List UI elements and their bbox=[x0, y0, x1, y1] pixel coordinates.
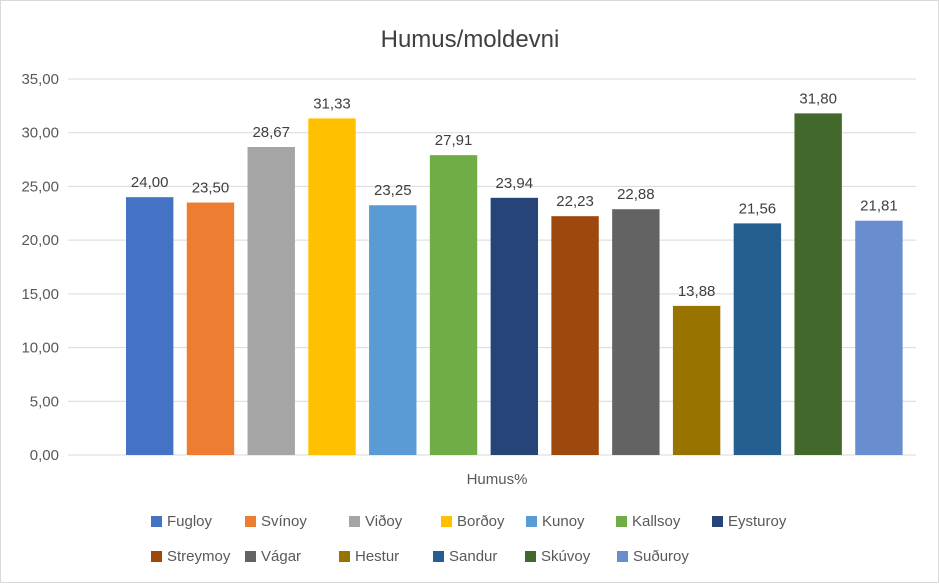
legend-item-vágar[interactable]: Vágar bbox=[245, 548, 301, 565]
legend-item-skúvoy[interactable]: Skúvoy bbox=[525, 548, 591, 565]
data-labels: 24,00 23,50 28,67 31,33 23,25 27,91 23,94 22,23… bbox=[131, 90, 898, 300]
legend-label: Viðoy bbox=[365, 513, 403, 530]
legend-item-sandur[interactable]: Sandur bbox=[433, 548, 497, 565]
data-label: 31,80 bbox=[799, 90, 837, 107]
legend-label: Sandur bbox=[449, 548, 497, 565]
legend-item-streymoy[interactable]: Streymoy bbox=[151, 548, 231, 565]
legend-label: Eysturoy bbox=[728, 513, 787, 530]
bar-sandur[interactable] bbox=[733, 223, 782, 455]
bar-borðoy[interactable] bbox=[308, 118, 356, 456]
data-label: 23,94 bbox=[496, 175, 534, 192]
legend-item-svínoy[interactable]: Svínoy bbox=[245, 513, 307, 530]
legend-label: Suðuroy bbox=[633, 548, 689, 565]
y-tick-label: 35,00 bbox=[21, 71, 59, 88]
bar-vágar[interactable] bbox=[612, 209, 660, 455]
legend-item-borðoy[interactable]: Borðoy bbox=[441, 513, 505, 530]
legend-swatch bbox=[617, 551, 628, 562]
legend-swatch bbox=[151, 516, 162, 527]
legend-swatch bbox=[339, 551, 350, 562]
legend-swatch bbox=[616, 516, 627, 527]
y-tick-label: 25,00 bbox=[21, 178, 59, 195]
legend-label: Fugloy bbox=[167, 513, 213, 530]
chart-title: Humus/moldevni bbox=[381, 26, 560, 53]
bar-suðuroy[interactable] bbox=[855, 220, 903, 455]
y-axis: 0,00 5,00 10,00 15,00 20,00 25,00 30,00 35,00 bbox=[21, 71, 59, 464]
bar-viðoy[interactable] bbox=[247, 147, 295, 455]
data-label: 13,88 bbox=[678, 283, 716, 300]
legend-label: Borðoy bbox=[457, 513, 505, 530]
legend-item-hestur[interactable]: Hestur bbox=[339, 548, 399, 565]
bar-streymoy[interactable] bbox=[551, 216, 599, 455]
legend-swatch bbox=[245, 516, 256, 527]
data-label: 21,81 bbox=[860, 198, 898, 215]
legend-item-suðuroy[interactable]: Suðuroy bbox=[617, 548, 689, 565]
y-tick-label: 15,00 bbox=[21, 286, 59, 303]
y-tick-label: 10,00 bbox=[21, 340, 59, 357]
y-tick-label: 30,00 bbox=[21, 125, 59, 142]
bar-kallsoy[interactable] bbox=[429, 155, 478, 455]
y-tick-label: 0,00 bbox=[30, 447, 59, 464]
data-label: 22,88 bbox=[617, 186, 655, 203]
y-tick-label: 20,00 bbox=[21, 232, 59, 249]
bar-svínoy[interactable] bbox=[186, 202, 235, 455]
legend-swatch bbox=[712, 516, 723, 527]
legend-swatch bbox=[349, 516, 360, 527]
legend-label: Svínoy bbox=[261, 513, 307, 530]
data-label: 23,50 bbox=[192, 180, 230, 197]
bars bbox=[126, 113, 903, 456]
legend-swatch bbox=[245, 551, 256, 562]
legend-label: Vágar bbox=[261, 548, 301, 565]
legend-swatch bbox=[151, 551, 162, 562]
legend-item-fugloy[interactable]: Fugloy bbox=[151, 513, 213, 530]
legend-swatch bbox=[433, 551, 444, 562]
bar-fugloy[interactable] bbox=[126, 197, 174, 455]
data-label: 31,33 bbox=[313, 95, 351, 112]
legend-label: Kallsoy bbox=[632, 513, 681, 530]
data-label: 27,91 bbox=[435, 132, 473, 149]
data-label: 21,56 bbox=[739, 200, 777, 217]
data-label: 28,67 bbox=[252, 124, 290, 141]
bar-eysturoy[interactable] bbox=[490, 197, 539, 456]
legend: Fugloy Svínoy Viðoy Borðoy Kunoy Kallsoy Eystu… bbox=[151, 513, 787, 565]
y-tick-label: 5,00 bbox=[30, 393, 59, 410]
bar-kunoy[interactable] bbox=[369, 205, 417, 455]
legend-item-viðoy[interactable]: Viðoy bbox=[349, 513, 403, 530]
legend-swatch bbox=[526, 516, 537, 527]
legend-swatch bbox=[441, 516, 452, 527]
legend-item-kunoy[interactable]: Kunoy bbox=[526, 513, 585, 530]
legend-swatch bbox=[525, 551, 536, 562]
data-label: 24,00 bbox=[131, 174, 169, 191]
legend-label: Kunoy bbox=[542, 513, 585, 530]
legend-item-eysturoy[interactable]: Eysturoy bbox=[712, 513, 787, 530]
legend-item-kallsoy[interactable]: Kallsoy bbox=[616, 513, 681, 530]
bar-skúvoy[interactable] bbox=[794, 113, 842, 456]
bar-hestur[interactable] bbox=[672, 305, 721, 455]
data-label: 22,23 bbox=[556, 193, 594, 210]
data-label: 23,25 bbox=[374, 182, 412, 199]
legend-label: Skúvoy bbox=[541, 548, 591, 565]
legend-label: Hestur bbox=[355, 548, 399, 565]
legend-label: Streymoy bbox=[167, 548, 231, 565]
x-axis-label: Humus% bbox=[467, 471, 528, 488]
